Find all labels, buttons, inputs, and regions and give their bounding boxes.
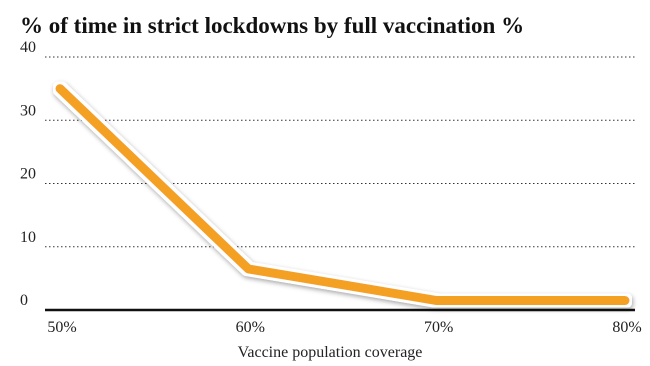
y-tick-label: 40 bbox=[20, 39, 36, 56]
x-tick-label: 60% bbox=[236, 319, 265, 336]
x-tick-label: 50% bbox=[47, 319, 76, 336]
y-tick-label: 30 bbox=[20, 102, 36, 119]
y-tick-label: 0 bbox=[20, 292, 28, 309]
y-tick-label: 20 bbox=[20, 166, 36, 183]
y-tick-label: 10 bbox=[20, 229, 36, 246]
x-tick-label: 70% bbox=[424, 319, 453, 336]
data-line bbox=[55, 84, 630, 306]
chart-title: % of time in strict lockdowns by full va… bbox=[20, 13, 524, 38]
x-tick-label: 80% bbox=[612, 319, 641, 336]
x-axis-label: Vaccine population coverage bbox=[238, 344, 423, 361]
